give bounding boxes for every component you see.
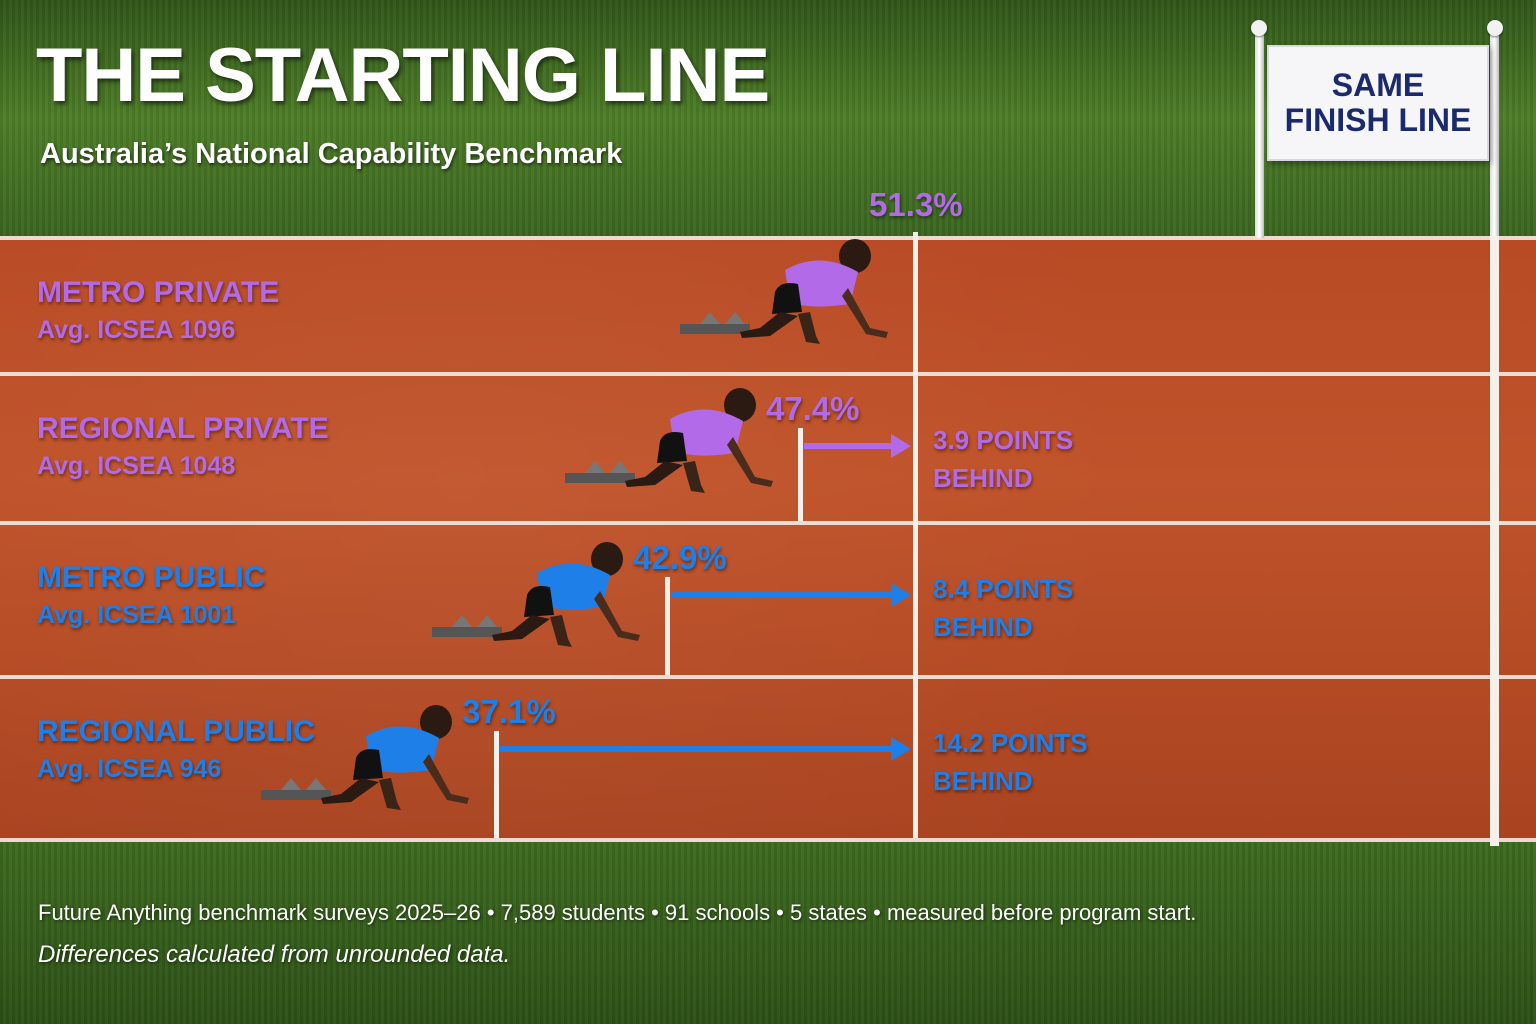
gap-suffix-label: BEHIND: [933, 612, 1033, 642]
lane-icsea-label: Avg. ICSEA 946: [37, 755, 222, 783]
start-position-marker: [665, 577, 671, 675]
lane-icsea-label: Avg. ICSEA 1096: [37, 316, 236, 344]
data-value-label: 37.1%: [462, 693, 556, 730]
finish-line-banner: SAME FINISH LINE: [1267, 45, 1489, 161]
gap-label: 8.4 POINTS BEHIND: [933, 570, 1103, 646]
lane-category-label: METRO PRIVATE: [37, 276, 280, 309]
gap-suffix-label: BEHIND: [933, 766, 1033, 796]
lane-label: REGIONAL PUBLIC Avg. ICSEA 946: [37, 715, 315, 784]
method-footnote: Differences calculated from unrounded da…: [38, 941, 511, 968]
source-footnote: Future Anything benchmark surveys 2025–2…: [38, 900, 1197, 925]
lane-line: [0, 521, 1536, 525]
chart-title: THE STARTING LINE: [36, 33, 770, 118]
grass-background-bottom: [0, 842, 1536, 1024]
gap-value-label: 3.9 POINTS: [933, 425, 1074, 455]
start-position-marker: [494, 731, 500, 838]
lane-line: [0, 838, 1536, 842]
gap-value-label: 8.4 POINTS: [933, 574, 1074, 604]
gap-label: 14.2 POINTS BEHIND: [933, 724, 1103, 800]
lane-category-label: REGIONAL PRIVATE: [37, 412, 329, 445]
gap-arrow-head: [891, 583, 911, 607]
gap-arrow-head: [891, 737, 911, 761]
data-value-label: 42.9%: [633, 539, 727, 576]
lane-icsea-label: Avg. ICSEA 1001: [37, 601, 236, 629]
gap-suffix-label: BEHIND: [933, 463, 1033, 493]
runner-figure: [432, 542, 641, 647]
lane-icsea-label: Avg. ICSEA 1048: [37, 452, 236, 480]
gap-arrow-head: [891, 434, 911, 458]
gap-arrow-shaft: [803, 443, 893, 449]
runner-figure: [680, 239, 888, 344]
pole-top-ball: [1251, 20, 1267, 36]
lane-label: METRO PRIVATE Avg. ICSEA 1096: [37, 276, 279, 345]
pole-top-ball: [1487, 20, 1503, 36]
running-track: [0, 236, 1536, 842]
chart-subtitle: Australia’s National Capability Benchmar…: [40, 138, 623, 170]
benchmark-line: [913, 232, 918, 838]
lane-line: [0, 675, 1536, 679]
start-position-marker: [797, 428, 803, 521]
gap-arrow-shaft: [500, 746, 893, 752]
gap-arrow-shaft: [671, 592, 893, 598]
lane-line: [0, 236, 1536, 240]
lane-label: REGIONAL PRIVATE Avg. ICSEA 1048: [37, 412, 329, 481]
lane-line: [0, 372, 1536, 376]
runner-figure: [564, 388, 773, 493]
finish-line: [1490, 236, 1499, 846]
runner-figure: [261, 705, 470, 810]
gap-label: 3.9 POINTS BEHIND: [933, 421, 1103, 497]
banner-text-line2: FINISH LINE: [1284, 102, 1472, 138]
lane-category-label: METRO PUBLIC: [37, 561, 266, 594]
data-value-label: 47.4%: [765, 390, 860, 427]
banner-text-line1: SAME: [1331, 66, 1425, 103]
gap-value-label: 14.2 POINTS: [933, 728, 1088, 758]
lane-category-label: REGIONAL PUBLIC: [37, 715, 315, 748]
lane-label: METRO PUBLIC Avg. ICSEA 1001: [37, 561, 265, 630]
banner-pole-left: [1255, 28, 1264, 238]
data-value-label: 51.3%: [869, 186, 963, 223]
